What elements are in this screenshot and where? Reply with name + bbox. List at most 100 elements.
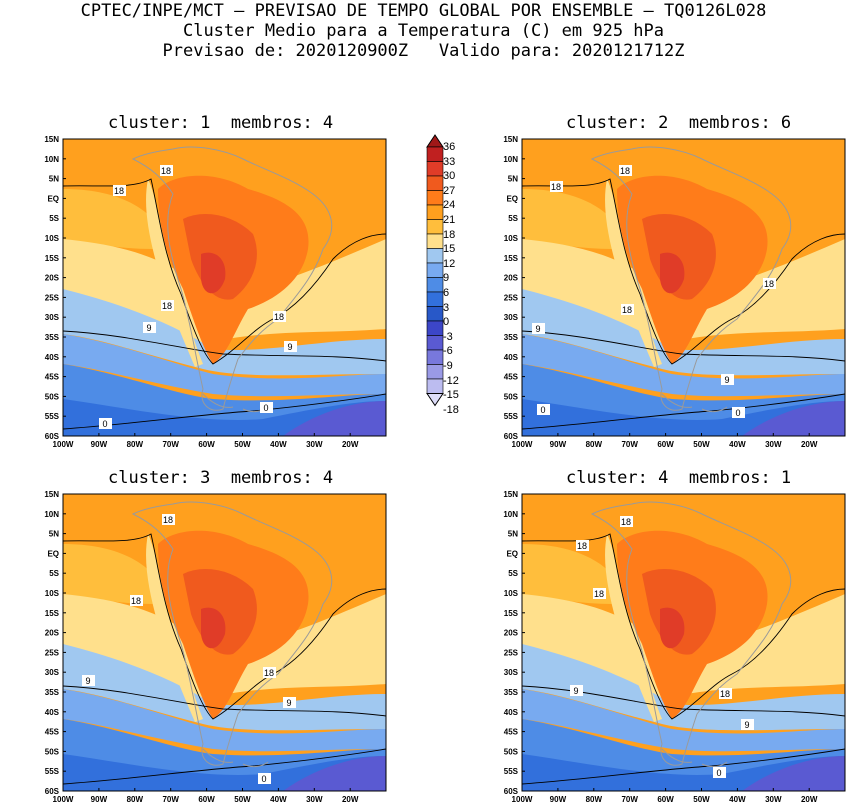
svg-text:0: 0 <box>735 408 740 418</box>
lon-tick-label: 90W <box>550 795 567 803</box>
contour-label: 0 <box>732 407 745 418</box>
lat-tick-label: 15N <box>503 135 518 144</box>
lat-tick-label: 50S <box>45 747 60 756</box>
lat-tick-label: 15N <box>503 490 518 499</box>
svg-text:18: 18 <box>161 166 171 176</box>
lat-tick-label: 55S <box>45 767 60 776</box>
svg-text:18: 18 <box>114 186 124 196</box>
colorbar-swatch <box>426 335 444 351</box>
colorbar-swatch <box>426 233 444 249</box>
lat-tick-label: EQ <box>47 549 59 558</box>
svg-text:9: 9 <box>286 698 291 708</box>
svg-text:18: 18 <box>620 166 630 176</box>
lat-tick-label: 5S <box>508 214 518 223</box>
lat-tick-label: 35S <box>504 333 519 342</box>
contour-label: 18 <box>763 278 776 289</box>
lat-tick-label: 15N <box>44 135 59 144</box>
svg-text:0: 0 <box>102 419 107 429</box>
contour-label: 18 <box>161 300 174 311</box>
lat-tick-label: 50S <box>45 392 60 401</box>
map-frame <box>62 138 387 437</box>
colorbar <box>426 134 444 407</box>
contour-label: 18 <box>263 667 276 678</box>
lat-tick-label: 10N <box>503 510 518 519</box>
lat-tick-label: 15S <box>45 609 60 618</box>
lat-tick-label: 15S <box>504 609 519 618</box>
lon-tick-label: 80W <box>586 440 603 449</box>
lat-tick-label: 10S <box>504 234 519 243</box>
map-frame <box>62 493 387 792</box>
lon-tick-label: 70W <box>621 795 638 803</box>
colorbar-swatch <box>426 146 444 162</box>
colorbar-level-label: -3 <box>443 330 453 343</box>
colorbar-level-label: 24 <box>443 199 456 212</box>
lat-tick-label: 25S <box>504 293 519 302</box>
lat-tick-label: 25S <box>45 648 60 657</box>
svg-text:18: 18 <box>162 301 172 311</box>
colorbar-level-label: 18 <box>443 228 456 241</box>
colorbar-swatch <box>426 262 444 278</box>
colorbar-level-label: 0 <box>443 316 450 329</box>
svg-text:18: 18 <box>720 689 730 699</box>
lon-tick-label: 100W <box>512 795 533 803</box>
colorbar-level-label: 30 <box>443 170 456 183</box>
lat-tick-label: 25S <box>504 648 519 657</box>
contour-label: 18 <box>593 588 606 599</box>
lat-tick-label: 20S <box>504 274 519 283</box>
colorbar-swatch <box>426 291 444 307</box>
svg-text:18: 18 <box>621 517 631 527</box>
lon-tick-label: 20W <box>801 440 818 449</box>
svg-text:18: 18 <box>577 541 587 551</box>
colorbar-level-label: -6 <box>443 345 453 358</box>
lat-tick-label: 30S <box>504 668 519 677</box>
contour-label: 18 <box>619 165 632 176</box>
lat-tick-label: 30S <box>45 668 60 677</box>
lat-tick-label: EQ <box>506 194 518 203</box>
contour-label: 9 <box>721 374 734 385</box>
lon-tick-label: 40W <box>729 440 746 449</box>
contour-label: 0 <box>260 402 273 413</box>
colorbar-level-label: 12 <box>443 257 456 270</box>
lon-tick-label: 40W <box>270 795 287 803</box>
contour-label: 18 <box>160 165 173 176</box>
lat-tick-label: 20S <box>45 274 60 283</box>
lat-tick-label: 10S <box>45 234 60 243</box>
svg-text:18: 18 <box>264 668 274 678</box>
colorbar-level-label: 33 <box>443 155 456 168</box>
colorbar-swatch <box>426 204 444 220</box>
lat-tick-label: 15N <box>44 490 59 499</box>
colorbar-bottom-arrow <box>426 393 444 407</box>
lon-tick-label: 20W <box>342 795 359 803</box>
svg-text:9: 9 <box>724 375 729 385</box>
svg-text:0: 0 <box>263 403 268 413</box>
lon-tick-label: 60W <box>198 440 215 449</box>
lat-tick-label: EQ <box>506 549 518 558</box>
contour-label: 0 <box>99 418 112 429</box>
map-panel-4: 18 18 18 18 9 9 0 15N 10N 5N EQ 5S 10S 15S 20S 25S 30S 35… <box>503 490 846 803</box>
contour-label: 9 <box>570 685 583 696</box>
lat-tick-label: 5N <box>508 175 518 184</box>
lat-tick-label: 45S <box>504 373 519 382</box>
lat-tick-label: 45S <box>504 728 519 737</box>
map-frame <box>521 138 846 437</box>
lat-tick-label: 55S <box>504 412 519 421</box>
lon-tick-label: 60W <box>657 440 674 449</box>
contour-label: 9 <box>82 675 95 686</box>
colorbar-level-label: -9 <box>443 360 453 372</box>
lon-tick-label: 90W <box>550 440 567 449</box>
lat-tick-label: 60S <box>504 787 519 796</box>
lon-tick-label: 50W <box>234 795 251 803</box>
colorbar-level-label: 3 <box>443 301 450 314</box>
contour-label: 18 <box>576 540 589 551</box>
lon-tick-label: 80W <box>586 795 603 803</box>
panel-2-title: cluster: 2 membros: 6 <box>566 113 792 133</box>
svg-text:0: 0 <box>261 774 266 784</box>
lat-tick-label: 15S <box>45 254 60 263</box>
lat-tick-label: 10N <box>44 155 59 164</box>
lon-tick-label: 90W <box>91 795 108 803</box>
lon-tick-label: 30W <box>306 440 323 449</box>
map-frame <box>521 493 846 792</box>
lat-tick-label: 35S <box>45 333 60 342</box>
lat-tick-label: 60S <box>504 432 519 441</box>
contour-label: 18 <box>719 688 732 699</box>
